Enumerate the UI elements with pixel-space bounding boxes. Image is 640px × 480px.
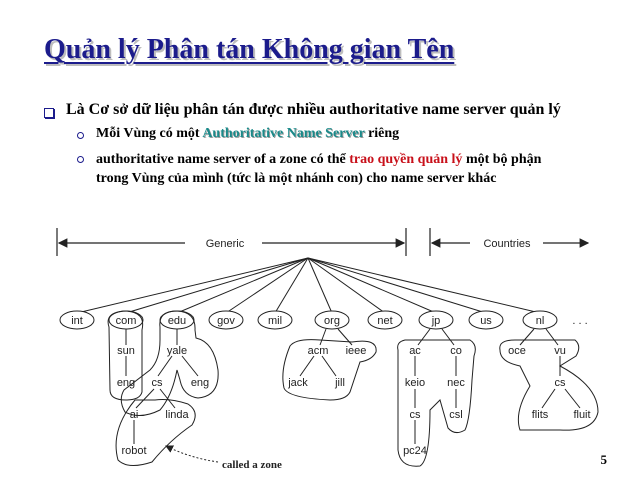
subtree-branches [125, 328, 581, 444]
bullet-main: Là Cơ sở dữ liệu phân tán được nhiều aut… [66, 101, 561, 118]
bullet-sub-2: authoritative name server of a zone có t… [96, 150, 541, 188]
node-ieee: ieee [346, 345, 367, 357]
zone-caption: called a zone [222, 459, 282, 471]
authoritative-name-server-highlight: Authoritative Name Server [202, 126, 365, 141]
zone-outlines [107, 310, 599, 467]
node-gov: gov [217, 315, 235, 327]
node-keio-cs: cs [410, 409, 422, 421]
node-sun: sun [117, 345, 135, 357]
node-sun-eng: eng [117, 377, 135, 389]
node-oce: oce [508, 345, 526, 357]
countries-label: Countries [483, 238, 531, 250]
root-branches [76, 257, 541, 314]
node-vu: vu [554, 345, 566, 357]
bullet-sub-2-tail: một bộ phận [462, 152, 542, 167]
more-ellipsis: . . . [572, 315, 587, 327]
node-jill: jill [334, 377, 345, 389]
node-keio: keio [405, 377, 425, 389]
node-fluit: fluit [573, 409, 590, 421]
node-csl: csl [449, 409, 462, 421]
bullet-sub-2-text: authoritative name server of a zone có t… [96, 152, 350, 167]
node-acm: acm [308, 345, 329, 357]
node-org: org [324, 315, 340, 327]
bullet-sub-2-line2: trong Vùng của mình (tức là một nhánh co… [96, 171, 497, 186]
node-ai: ai [130, 409, 139, 421]
node-yale-eng: eng [191, 377, 209, 389]
delegation-highlight: trao quyền quản lý [349, 152, 463, 167]
node-int: int [71, 315, 83, 327]
node-yale: yale [167, 345, 187, 357]
node-robot: robot [121, 445, 146, 457]
circle-bullet-icon [77, 132, 84, 139]
square-bullet-icon [44, 108, 54, 118]
node-yale-cs: cs [152, 377, 164, 389]
node-nl: nl [536, 315, 545, 327]
bullet-sub-1-text: Mỗi Vùng có một [96, 126, 203, 141]
node-net: net [377, 315, 392, 327]
bullet-sub-1-tail: riêng [364, 126, 400, 141]
node-mil: mil [268, 315, 282, 327]
bullet-sub-1: Mỗi Vùng có một Authoritative Name Serve… [96, 126, 399, 142]
page-number: 5 [600, 452, 608, 467]
node-com: com [116, 315, 137, 327]
node-us: us [480, 315, 492, 327]
node-pc24: pc24 [403, 445, 427, 457]
node-co: co [450, 345, 462, 357]
slide-title: Quản lý Phân tán Không gian Tên [44, 34, 455, 65]
node-jack: jack [287, 377, 308, 389]
generic-label: Generic [206, 238, 245, 250]
node-vu-cs: cs [555, 377, 567, 389]
node-jp: jp [431, 315, 441, 327]
node-linda: linda [165, 409, 189, 421]
node-ac: ac [409, 345, 421, 357]
zone-pointer-arrow [165, 445, 219, 463]
circle-bullet-icon [77, 156, 84, 163]
node-edu: edu [168, 315, 186, 327]
node-flits: flits [532, 409, 549, 421]
node-nec: nec [447, 377, 465, 389]
